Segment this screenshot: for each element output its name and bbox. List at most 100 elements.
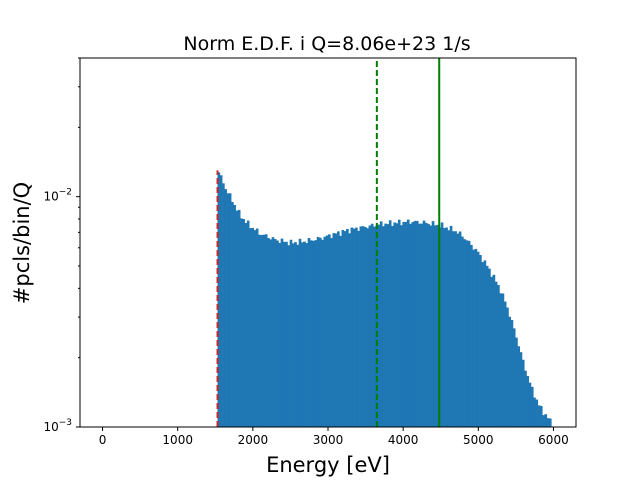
histogram-bar — [481, 262, 484, 427]
histogram-bar — [352, 228, 356, 427]
histogram-bar — [366, 228, 369, 427]
histogram-bar — [409, 223, 412, 427]
histogram-bar — [483, 260, 487, 427]
histogram-bar — [526, 376, 530, 427]
histogram-bar — [337, 231, 340, 427]
histogram-bar — [542, 415, 545, 427]
histogram-bar — [415, 220, 419, 427]
histogram-bar — [548, 418, 552, 427]
histogram-bar — [332, 233, 336, 427]
histogram-bar — [282, 241, 286, 427]
histogram-bar — [422, 220, 426, 427]
histogram-bar — [330, 238, 333, 427]
histogram-bar — [400, 225, 403, 427]
histogram-bar — [323, 236, 327, 427]
histogram-bar — [452, 231, 455, 427]
histogram-bar — [364, 227, 367, 427]
histogram-bar — [253, 230, 257, 427]
histogram-bar — [357, 230, 360, 427]
histogram-bar — [508, 316, 512, 427]
histogram-bar — [233, 204, 236, 427]
x-tick-label: 6000 — [538, 433, 569, 447]
histogram-bar — [278, 242, 282, 427]
histogram-bar — [411, 222, 415, 427]
histogram-bar — [368, 225, 372, 427]
histogram-bar — [433, 225, 437, 427]
histogram-bar — [361, 226, 365, 427]
histogram-bar — [546, 418, 550, 427]
histogram-bar — [492, 274, 496, 427]
histogram-bar — [404, 221, 408, 427]
x-tick-label: 4000 — [388, 433, 419, 447]
histogram-bar — [314, 240, 318, 427]
histogram-bar — [519, 352, 523, 427]
histogram-bar — [224, 189, 227, 427]
histogram-bar — [373, 226, 376, 427]
histogram-bar — [463, 239, 466, 427]
histogram-bar — [339, 235, 342, 427]
histogram-bar — [246, 220, 250, 427]
histogram-bar — [465, 240, 469, 427]
histogram-bar — [393, 222, 397, 427]
histogram-bar — [316, 237, 320, 427]
histogram-bar — [535, 399, 539, 427]
x-tick-label: 2000 — [238, 433, 269, 447]
histogram-bar — [226, 193, 230, 427]
histogram-bar — [397, 219, 401, 427]
histogram-bar — [273, 238, 277, 427]
histogram-bar — [490, 276, 493, 427]
histogram-bar — [325, 235, 329, 427]
histogram-bar — [289, 239, 293, 427]
histogram-bar — [377, 224, 381, 427]
histogram-bar — [370, 223, 374, 427]
x-tick-label: 1000 — [162, 433, 193, 447]
histogram-bar — [321, 239, 324, 427]
histogram-bar — [303, 241, 306, 427]
histogram-bar — [334, 233, 338, 427]
histogram-bar — [497, 284, 500, 427]
x-tick-label: 5000 — [463, 433, 494, 447]
chart-title: Norm E.D.F. i Q=8.06e+23 1/s — [183, 33, 470, 55]
histogram-bar — [512, 328, 516, 427]
histogram-bar — [242, 218, 245, 427]
histogram-bar — [240, 218, 243, 427]
histogram-bar — [436, 224, 439, 427]
histogram-bar — [472, 249, 475, 427]
x-axis-label: Energy [eV] — [266, 453, 390, 477]
x-tick-label: 0 — [99, 433, 107, 447]
histogram-bar — [402, 221, 406, 427]
histogram-bar — [474, 248, 478, 427]
histogram-bar — [467, 240, 471, 427]
histogram-bar — [318, 237, 322, 427]
histogram-bar — [384, 223, 388, 427]
histogram-bar — [269, 239, 273, 427]
histogram-bar — [413, 220, 417, 427]
histogram-bar — [355, 227, 358, 427]
histogram-bar — [429, 225, 433, 427]
histogram-bar — [544, 414, 548, 427]
y-tick-label: 10−2 — [43, 188, 72, 204]
histogram-bar — [255, 228, 259, 427]
histogram-bar — [406, 219, 410, 427]
histogram-bar — [501, 293, 505, 427]
histogram-bar — [307, 238, 311, 427]
histogram-bar — [530, 386, 534, 427]
histogram-bar — [267, 237, 270, 427]
histogram-bar — [440, 222, 444, 427]
histogram-bar — [219, 175, 223, 427]
histogram-bar — [420, 223, 424, 427]
reference-lines — [216, 58, 441, 427]
histogram-bar — [312, 240, 315, 427]
histogram-bar — [391, 225, 394, 427]
y-axis-ticks: 10−2 10−3 — [43, 57, 80, 434]
histogram-bar — [291, 243, 295, 427]
histogram-bar — [305, 243, 309, 427]
histogram-bar — [298, 238, 302, 427]
histogram-bar — [382, 226, 385, 427]
histogram-bar — [499, 293, 502, 427]
histogram-bar — [343, 231, 347, 427]
histogram-bar — [454, 231, 457, 427]
histogram-bar — [244, 223, 248, 427]
histogram-bar — [280, 238, 284, 427]
